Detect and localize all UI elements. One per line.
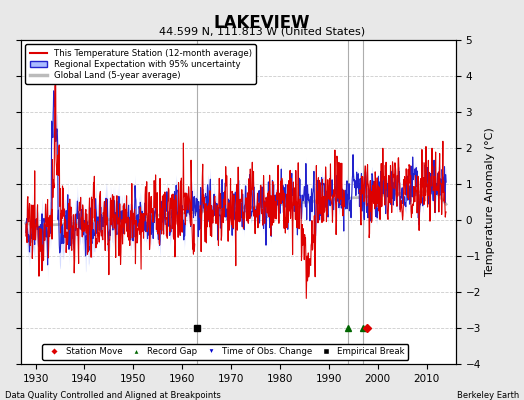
Text: Berkeley Earth: Berkeley Earth: [456, 391, 519, 400]
Text: Data Quality Controlled and Aligned at Breakpoints: Data Quality Controlled and Aligned at B…: [5, 391, 221, 400]
Text: 44.599 N, 111.813 W (United States): 44.599 N, 111.813 W (United States): [159, 26, 365, 36]
Text: LAKEVIEW: LAKEVIEW: [214, 14, 310, 32]
Y-axis label: Temperature Anomaly (°C): Temperature Anomaly (°C): [485, 128, 495, 276]
Legend: Station Move, Record Gap, Time of Obs. Change, Empirical Break: Station Move, Record Gap, Time of Obs. C…: [42, 344, 409, 360]
